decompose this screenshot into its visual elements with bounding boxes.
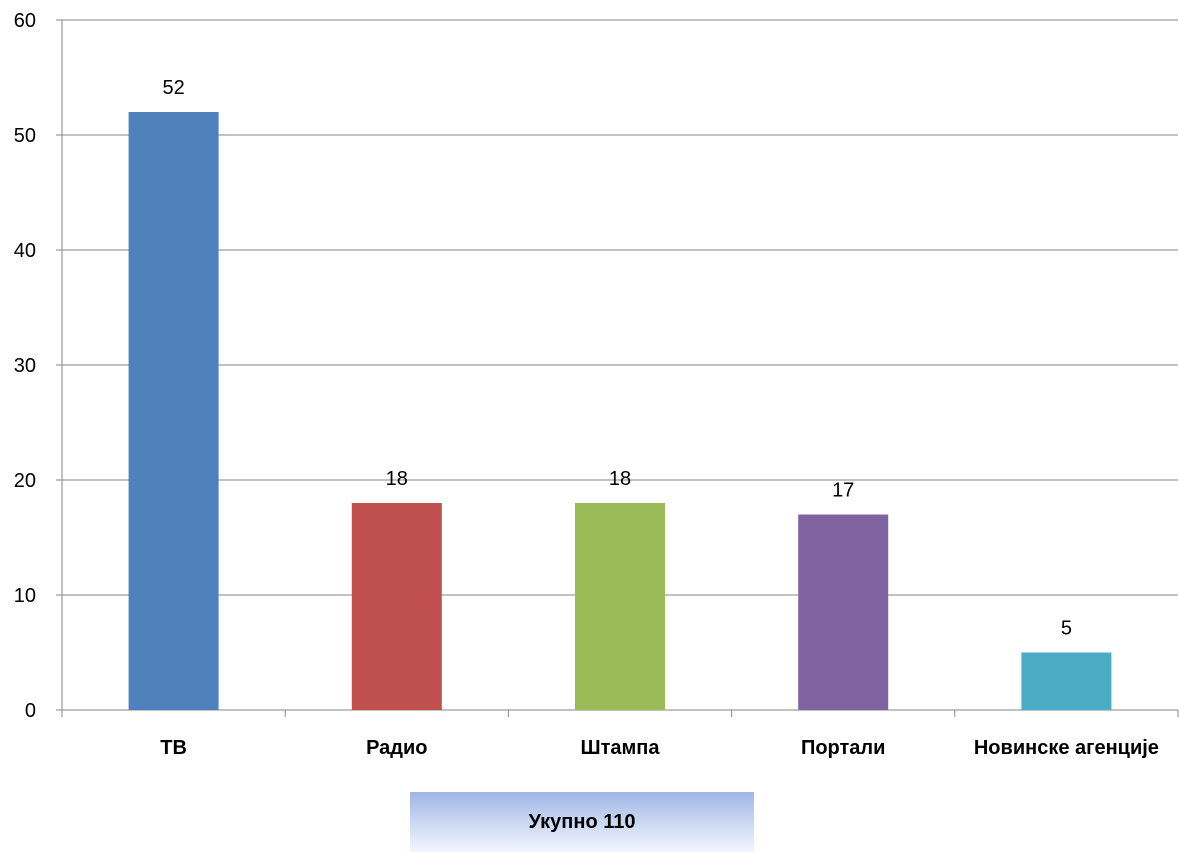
bar: [1021, 652, 1112, 710]
y-tick-label: 40: [14, 240, 36, 262]
y-tick-label: 20: [14, 470, 36, 492]
labels: 0 10 20 30 40 50 60 52 ТВ 18 Радио 18 Штампа 17 Портал…: [14, 10, 1159, 759]
data-label: 5: [1061, 618, 1072, 640]
x-tick-label: Штампа: [580, 737, 660, 759]
x-tick-label: ТВ: [160, 737, 187, 759]
data-label: 18: [386, 468, 408, 490]
total-box: Укупно 110: [410, 792, 754, 852]
y-tick-label: 50: [14, 125, 36, 147]
bar: [351, 503, 442, 710]
bar-chart: 0 10 20 30 40 50 60 52 ТВ 18 Радио 18 Штампа 17 Портал…: [14, 10, 1179, 759]
bar: [798, 514, 889, 710]
data-label: 18: [609, 468, 631, 490]
data-label: 17: [832, 480, 854, 502]
bar: [128, 112, 219, 710]
y-tick-label: 10: [14, 585, 36, 607]
bars: [128, 112, 1112, 710]
y-tick-label: 0: [25, 700, 36, 722]
x-tick-label: Радио: [366, 737, 427, 759]
y-tick-label: 30: [14, 355, 36, 377]
gridlines: [62, 19, 1178, 596]
data-label: 52: [162, 77, 184, 99]
total-label: Укупно 110: [528, 810, 636, 833]
x-tick-label: Портали: [801, 737, 885, 759]
y-tick-label: 60: [14, 10, 36, 32]
bar: [575, 503, 665, 710]
x-tick-label: Новинске агенције: [974, 737, 1159, 759]
